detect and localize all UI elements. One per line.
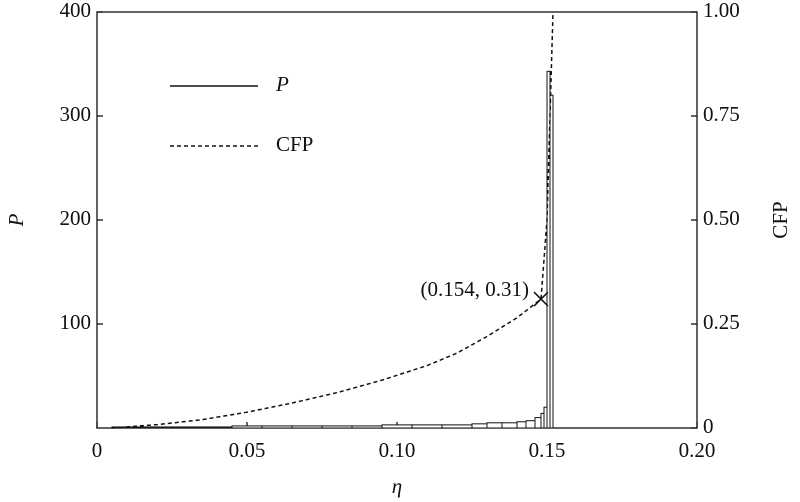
y-tick-label: 400	[60, 0, 92, 22]
x-tick-label: 0	[92, 438, 103, 462]
y-tick-label: 100	[60, 310, 92, 334]
y2-axis-label: CFP	[768, 201, 792, 238]
histogram-bar	[231, 425, 263, 429]
histogram-bar	[141, 426, 173, 429]
histogram-bar	[201, 426, 233, 429]
y2-tick-label: 1.00	[703, 0, 740, 22]
histogram-bar	[516, 421, 527, 429]
histogram-bar	[321, 425, 353, 429]
histogram-bar	[171, 426, 203, 429]
histogram-bar	[525, 420, 536, 429]
histogram-bar	[486, 422, 503, 429]
histogram-bar	[471, 423, 488, 429]
x-tick-label: 0.15	[529, 438, 566, 462]
x-tick-label: 0.20	[679, 438, 716, 462]
x-tick-label: 0.10	[379, 438, 416, 462]
cfp-line	[111, 11, 554, 429]
histogram-bar	[411, 424, 443, 429]
y-tick-label: 200	[60, 206, 92, 230]
histogram-bar	[381, 424, 413, 429]
annotation-text: (0.154, 0.31)	[421, 277, 530, 301]
y-tick-label: 300	[60, 102, 92, 126]
legend-label: P	[275, 72, 289, 96]
y2-tick-label: 0.25	[703, 310, 740, 334]
y2-tick-label: 0	[703, 414, 714, 438]
y-axis-label: P	[4, 213, 28, 227]
plot-frame	[96, 11, 698, 429]
histogram-bar	[261, 425, 293, 429]
x-tick-label: 0.05	[229, 438, 266, 462]
annotation-marker	[533, 291, 549, 307]
legend-label: CFP	[276, 132, 313, 156]
histogram-bar	[441, 424, 473, 429]
histogram-bar	[549, 94, 554, 429]
histogram-bar	[501, 422, 518, 429]
histogram-bar	[534, 417, 542, 429]
histogram-bar	[291, 425, 323, 429]
y2-tick-label: 0.75	[703, 102, 740, 126]
y2-tick-label: 0.50	[703, 206, 740, 230]
histogram-bar	[351, 425, 383, 429]
x-axis-label: η	[392, 474, 402, 498]
